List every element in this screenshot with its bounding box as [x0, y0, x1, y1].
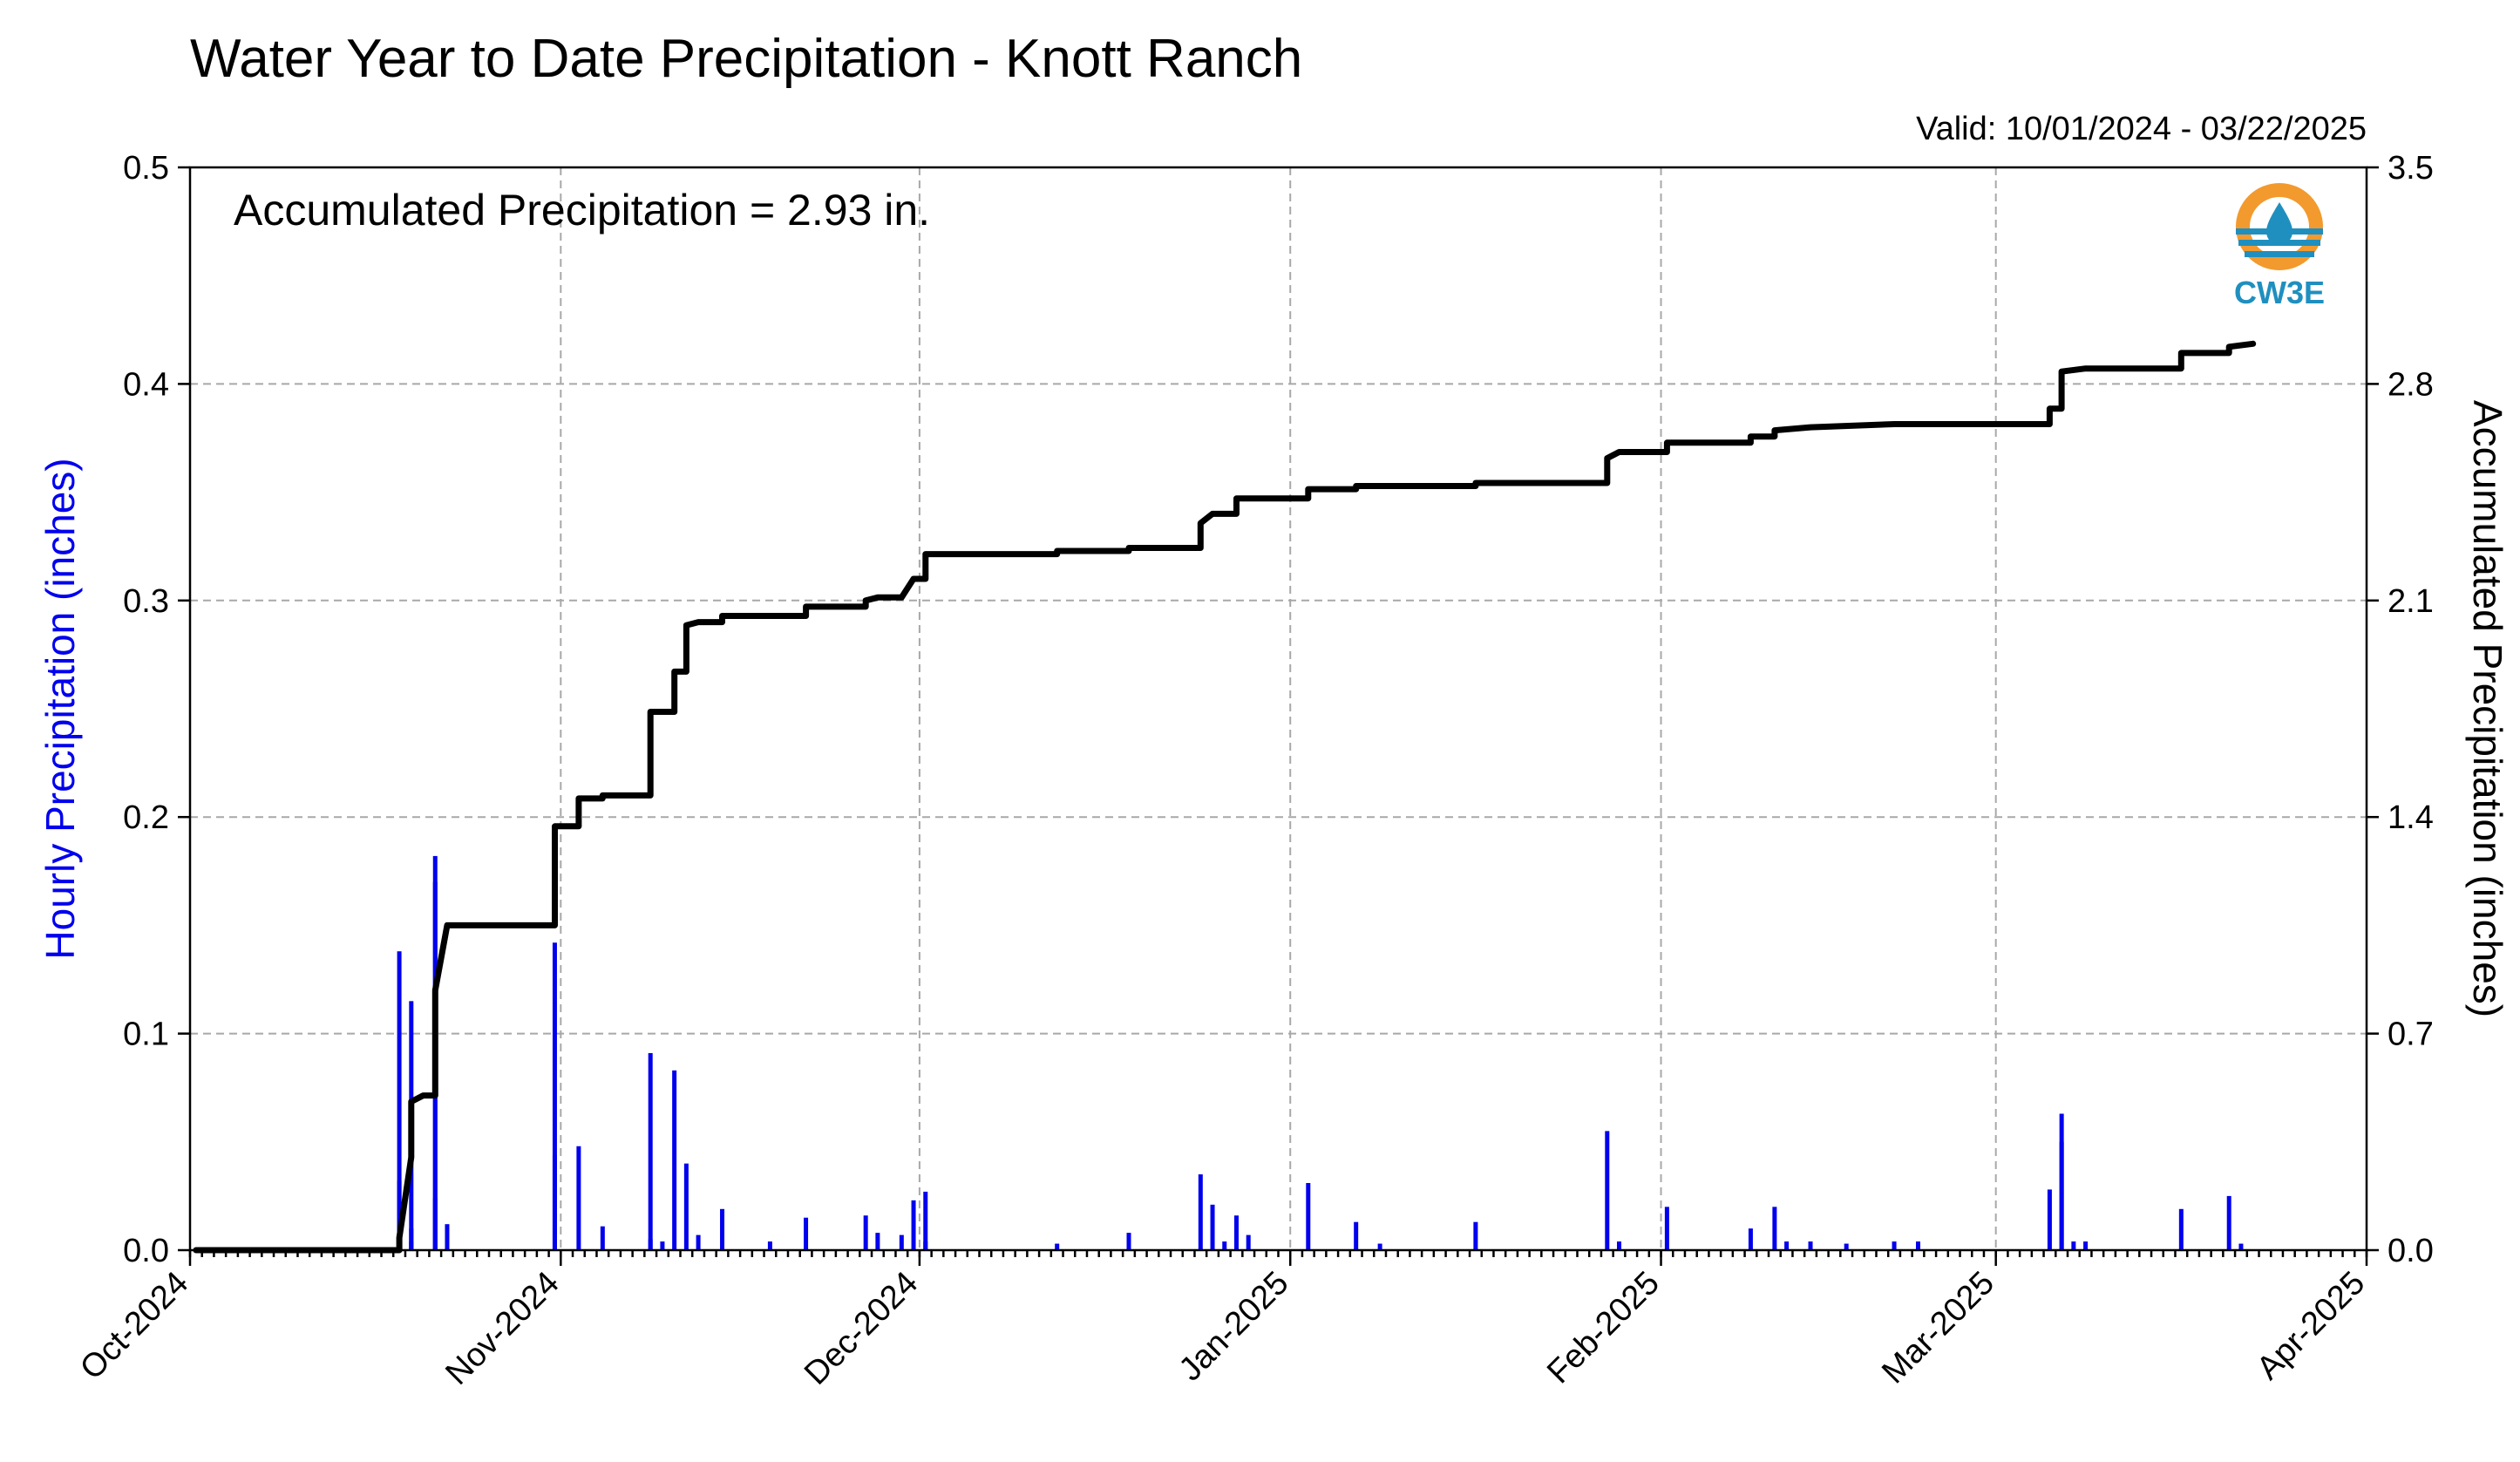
hourly-bar: [552, 942, 557, 1250]
hourly-bar: [648, 1239, 653, 1250]
hourly-bar: [2226, 1195, 2231, 1250]
hourly-bar: [683, 1163, 689, 1250]
right-y-tick-label: 2.8: [2388, 366, 2434, 403]
hourly-bar: [1210, 1204, 1215, 1250]
right-y-tick-label: 0.7: [2388, 1017, 2434, 1053]
hourly-bar: [1772, 1207, 1777, 1250]
hourly-bar: [1617, 1241, 1622, 1250]
hourly-bar: [1126, 1233, 1131, 1250]
x-tick-label: Jan-2025: [1172, 1265, 1296, 1389]
hourly-bar: [2047, 1189, 2052, 1250]
hourly-bar: [899, 1234, 904, 1250]
hourly-bar: [804, 1217, 809, 1250]
hourly-bar: [1233, 1215, 1239, 1250]
right-axis-label: Accumulated Precipitation (inches): [2465, 400, 2510, 1017]
hourly-bar: [1664, 1207, 1669, 1250]
left-y-axis: 0.0 0.1 0.2 0.3 0.4 0.5: [123, 150, 190, 1269]
left-y-tick-label: 0.5: [123, 150, 169, 187]
hourly-bar: [1605, 1131, 1610, 1250]
right-y-tick-label: 0.0: [2388, 1233, 2434, 1269]
hourly-bar: [1892, 1241, 1897, 1250]
hourly-bar: [672, 1070, 677, 1250]
x-tick-label: Dec-2024: [798, 1265, 925, 1392]
x-tick-label: Nov-2024: [438, 1265, 566, 1392]
logo-text: CW3E: [2234, 275, 2325, 310]
x-tick-label: Oct-2024: [73, 1265, 195, 1387]
hourly-bar: [1246, 1234, 1251, 1250]
logo-wave: [2238, 240, 2320, 246]
right-y-axis: 0.0 0.7 1.4 2.1 2.8 3.5: [2367, 150, 2434, 1269]
x-tick-label: Mar-2025: [1875, 1265, 2001, 1391]
x-tick-label: Feb-2025: [1540, 1265, 1667, 1391]
hourly-bar: [1473, 1221, 1478, 1250]
plot-frame: [188, 166, 2368, 1252]
grid: [190, 167, 2367, 1250]
accumulated-line-group: [193, 340, 2257, 1254]
hourly-bar: [1354, 1221, 1359, 1250]
hourly-bar: [1916, 1241, 1921, 1250]
hourly-bar: [576, 1146, 581, 1250]
valid-date-range: Valid: 10/01/2024 - 03/22/2025: [1916, 111, 2367, 147]
logo-wave: [2245, 251, 2314, 257]
hourly-bar: [648, 1052, 653, 1250]
right-y-tick-label: 3.5: [2388, 150, 2434, 187]
right-y-tick-label: 1.4: [2388, 799, 2434, 836]
hourly-bar: [1784, 1241, 1790, 1250]
hourly-bar: [2083, 1241, 2089, 1250]
hourly-bar: [2059, 1141, 2064, 1250]
cw3e-logo: CW3E: [2234, 183, 2325, 310]
hourly-bar: [2178, 1208, 2184, 1250]
left-axis-label: Hourly Precipitation (inches): [37, 458, 83, 959]
hourly-bar: [923, 1191, 928, 1250]
chart-title: Water Year to Date Precipitation - Knott…: [190, 29, 1302, 89]
hourly-bar: [397, 951, 402, 1250]
hourly-bar: [1844, 1243, 1849, 1250]
hourly-bar: [1306, 1182, 1311, 1250]
hourly-bar: [660, 1241, 665, 1250]
hourly-bar: [600, 1226, 605, 1250]
accumulated-annotation: Accumulated Precipitation = 2.93 in.: [234, 186, 930, 235]
hourly-bar: [1055, 1243, 1060, 1250]
left-y-tick-label: 0.2: [123, 799, 169, 836]
hourly-bar: [875, 1233, 880, 1250]
hourly-bar: [863, 1215, 868, 1250]
accumulated-line: [193, 340, 2257, 1254]
hourly-bar: [1222, 1241, 1227, 1250]
hourly-bar: [767, 1241, 772, 1250]
hourly-bar: [1808, 1241, 1813, 1250]
logo-wave: [2236, 228, 2323, 235]
hourly-bars: [397, 855, 2244, 1250]
hourly-bar: [409, 1241, 414, 1250]
hourly-bar: [1377, 1243, 1382, 1250]
left-y-tick-label: 0.1: [123, 1017, 169, 1053]
hourly-bar: [445, 1224, 450, 1250]
hourly-bar: [696, 1234, 701, 1250]
hourly-bar: [911, 1200, 916, 1250]
hourly-bar: [2238, 1243, 2244, 1250]
hourly-bar: [720, 1208, 725, 1250]
hourly-bar: [2071, 1241, 2076, 1250]
hourly-bar: [1198, 1174, 1203, 1250]
hourly-bar: [1748, 1228, 1753, 1250]
hourly-bar: [409, 1228, 414, 1250]
left-y-tick-label: 0.3: [123, 583, 169, 620]
right-y-tick-label: 2.1: [2388, 583, 2434, 620]
left-y-tick-label: 0.4: [123, 366, 169, 403]
x-axis: Oct-2024 Nov-2024 Dec-2024 Jan-2025 Feb-2025…: [73, 1250, 2372, 1392]
hourly-bar: [923, 1241, 928, 1250]
left-y-tick-label: 0.0: [123, 1233, 169, 1269]
x-tick-label: Apr-2025: [2250, 1265, 2372, 1387]
